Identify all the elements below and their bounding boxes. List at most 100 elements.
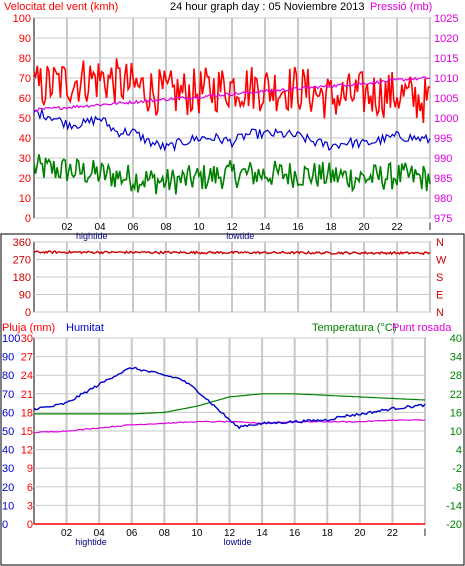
wind-tick-label: 0 [25,213,31,225]
pressure-tick-label: 1010 [434,73,458,85]
compass-letter: N [436,307,444,319]
humidity-tick-label: 70 [2,389,14,401]
wind-tick-label: 100 [13,13,31,25]
tide-label: hightide [76,231,108,241]
direction-tick-label: 0 [25,307,31,319]
pressure-line [33,76,431,112]
temperature-axis-label: Temperatura (°C) [312,322,396,334]
temperature-line [34,393,426,415]
humidity-tick-label: 20 [2,482,14,494]
x-tick-label: 14 [257,528,269,539]
x-tick-label: 08 [160,222,172,233]
rain-tick-label: 24 [21,370,33,382]
wind-tick-label: 90 [19,33,31,45]
x-tick-label: 04 [94,222,106,233]
chart-title: 24 hour graph day : 05 Noviembre 2013 [170,1,364,13]
x-tick-label: 10 [193,222,205,233]
temperature-tick-label: -2 [452,463,462,475]
pressure-tick-label: 1020 [434,33,458,45]
humidity-tick-label: 30 [2,463,14,475]
humidity-temperature-panel: 02 04 06 08 10 12 14 16 18 20 22 l01020304050607080… [2,333,462,547]
tide-label: lowtide [224,537,252,547]
pressure-tick-label: 985 [434,173,452,185]
x-tick-label: 06 [126,528,138,539]
tide-label: hightide [75,537,107,547]
x-tick-label: 04 [94,528,106,539]
rain-tick-label: 9 [27,463,33,475]
pressure-tick-label: 995 [434,133,452,145]
humidity-tick-label: 40 [2,445,14,457]
x-tick-label: 02 [61,222,73,233]
wind-tick-label: 10 [19,193,31,205]
pressure-tick-label: 980 [434,193,452,205]
pressure-tick-label: 990 [434,153,452,165]
pressure-tick-label: 975 [434,213,452,225]
wind-tick-label: 80 [19,53,31,65]
x-tick-label: 20 [358,222,370,233]
humidity-tick-label: 0 [2,519,8,531]
wind-tick-label: 70 [19,73,31,85]
rain-tick-label: 15 [21,426,33,438]
temperature-tick-label: 40 [450,333,462,345]
tide-label: lowtide [226,231,254,241]
x-tick-label: 18 [322,528,334,539]
pressure-tick-label: 1000 [434,113,458,125]
rain-tick-label: 27 [21,352,33,364]
humidity-tick-label: 10 [2,500,14,512]
rain-tick-label: 30 [21,333,33,345]
humidity-tick-label: 50 [2,426,14,438]
x-tick-label: 16 [292,222,304,233]
rain-tick-label: 0 [27,519,33,531]
compass-letter: N [436,237,444,249]
temperature-tick-label: 22 [450,389,462,401]
x-tick-label: 22 [387,528,399,539]
compass-letter: E [436,290,443,302]
wind-tick-label: 60 [19,93,31,105]
rain-tick-label: 12 [21,445,33,457]
temperature-tick-label: -20 [446,519,462,531]
x-tick-label: 12 [226,222,238,233]
direction-tick-label: 360 [13,237,31,249]
wind-tick-label: 50 [19,113,31,125]
pressure-tick-label: 1025 [434,13,458,25]
x-tick-label: 12 [224,528,236,539]
rain-tick-label: 21 [21,389,33,401]
x-tick-label: 02 [61,528,73,539]
x-tick-label: 20 [354,528,366,539]
wind-tick-label: 20 [19,173,31,185]
humidity-tick-label: 100 [2,333,20,345]
lower-frame [0,233,465,566]
average-wind-line [33,154,431,195]
humidity-axis-label: Humitat [66,322,104,334]
humidity-line [33,366,426,430]
x-tick-label: l [424,528,426,539]
pressure-axis-label: Pressió (mb) [370,1,432,13]
x-tick-label: 10 [191,528,203,539]
wind-speed-line [33,109,431,153]
wind-tick-label: 40 [19,133,31,145]
humidity-tick-label: 80 [2,370,14,382]
direction-tick-label: 270 [13,255,31,267]
x-tick-label: 18 [325,222,337,233]
wind-pressure-panel: 02 04 06 08 10 12 14 16 18 20 22 l01020304050607080… [13,13,459,241]
x-tick-label: 08 [159,528,171,539]
rain-axis-label: Pluja (mm) [2,322,55,334]
humidity-tick-label: 60 [2,407,14,419]
rain-tick-label: 6 [27,482,33,494]
dewpoint-axis-label: Punt rosada [392,322,452,334]
pressure-tick-label: 1005 [434,93,458,105]
compass-letter: S [436,272,443,284]
x-tick-label: 22 [391,222,403,233]
x-tick-label: 16 [289,528,301,539]
temperature-tick-label: 16 [450,407,462,419]
temperature-tick-label: 10 [450,426,462,438]
wind-direction-line [33,249,431,256]
compass-letter: W [436,255,447,267]
temperature-tick-label: 28 [450,370,462,382]
direction-tick-label: 180 [13,272,31,284]
wind-tick-label: 30 [19,153,31,165]
temperature-tick-label: -14 [446,500,462,512]
wind-axis-label: Velocitat del vent (kmh) [4,1,118,13]
